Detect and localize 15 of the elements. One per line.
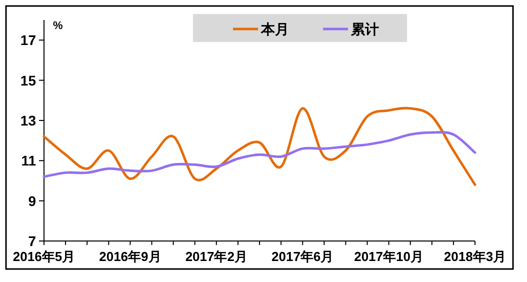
x-tick-label: 2016年5月 <box>12 249 76 264</box>
y-tick-label: 9 <box>28 192 36 209</box>
legend-label: 累计 <box>350 21 379 37</box>
y-tick-label: 13 <box>20 112 36 128</box>
y-axis-title: % <box>53 20 63 32</box>
x-tick-label: 2017年10月 <box>354 249 424 264</box>
y-tick-label: 11 <box>21 152 36 169</box>
x-tick-label: 2018年3月 <box>444 249 506 264</box>
y-tick-label: 15 <box>20 72 36 88</box>
x-tick-label: 2017年6月 <box>272 249 334 264</box>
x-tick-label: 2016年9月 <box>99 249 162 264</box>
y-tick-label: 17 <box>20 32 36 48</box>
y-tick-label: 7 <box>28 233 36 249</box>
legend-label: 本月 <box>260 21 289 37</box>
x-tick-label: 2017年2月 <box>185 249 248 264</box>
